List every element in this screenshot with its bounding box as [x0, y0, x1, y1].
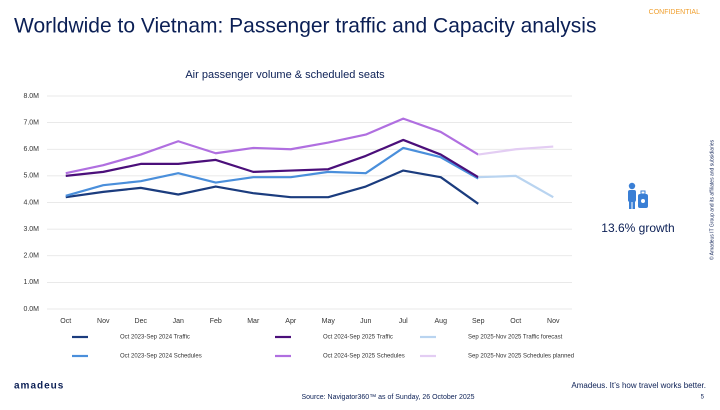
- legend-label: Oct 2023-Sep 2024 Schedules: [120, 354, 202, 360]
- y-tick-label: 0.0M: [23, 306, 39, 313]
- y-tick-label: 2.0M: [23, 253, 39, 260]
- x-tick-label: Nov: [97, 318, 110, 325]
- series-line: [478, 174, 554, 199]
- series-line: [65, 146, 479, 197]
- y-tick-label: 5.0M: [23, 173, 39, 180]
- y-tick-label: 7.0M: [23, 119, 39, 126]
- y-tick-label: 4.0M: [23, 199, 39, 206]
- y-tick-label: 8.0M: [23, 93, 39, 100]
- x-tick-label: Mar: [247, 318, 260, 325]
- series-line: [65, 138, 479, 179]
- x-tick-label: Apr: [285, 318, 297, 325]
- tagline: Amadeus. It’s how travel works better.: [571, 381, 706, 390]
- traveler-icon: [628, 182, 648, 209]
- x-tick-label: Jan: [173, 318, 184, 325]
- legend-label: Oct 2024-Sep 2025 Schedules: [323, 354, 405, 360]
- x-tick-label: Jul: [399, 318, 408, 325]
- x-tick-label: Dec: [135, 318, 148, 325]
- series-line: [65, 117, 479, 175]
- x-tick-label: Oct: [510, 318, 521, 325]
- x-tick-label: Feb: [210, 318, 222, 325]
- x-tick-label: Aug: [435, 318, 448, 325]
- x-tick-label: May: [322, 318, 336, 325]
- x-tick-label: Nov: [547, 318, 560, 325]
- series-line: [65, 169, 479, 205]
- legend-label: Oct 2024-Sep 2025 Traffic: [323, 335, 393, 341]
- legend-label: Oct 2023-Sep 2024 Traffic: [120, 335, 190, 341]
- legend-label: Sep 2025-Nov 2025 Schedules planned: [468, 354, 574, 360]
- slide-title: Worldwide to Vietnam: Passenger traffic …: [14, 15, 596, 38]
- growth-label: 13.6% growth: [601, 221, 674, 235]
- logo: amadeus: [14, 381, 64, 392]
- page-number: 5: [701, 395, 705, 401]
- legend-label: Sep 2025-Nov 2025 Traffic forecast: [468, 335, 563, 341]
- y-tick-label: 3.0M: [23, 226, 39, 233]
- chart-title: Air passenger volume & scheduled seats: [185, 69, 385, 81]
- x-tick-label: Jun: [360, 318, 371, 325]
- copyright: © Amadeus IT Group and its affiliates an…: [708, 139, 715, 260]
- confidential-label: CONFIDENTIAL: [649, 9, 700, 16]
- source: Source: Navigator360™ as of Sunday, 26 O…: [301, 394, 474, 401]
- y-tick-label: 1.0M: [23, 279, 39, 286]
- y-tick-label: 6.0M: [23, 146, 39, 153]
- x-tick-label: Sep: [472, 318, 485, 325]
- series-line: [478, 145, 554, 156]
- x-tick-label: Oct: [60, 318, 71, 325]
